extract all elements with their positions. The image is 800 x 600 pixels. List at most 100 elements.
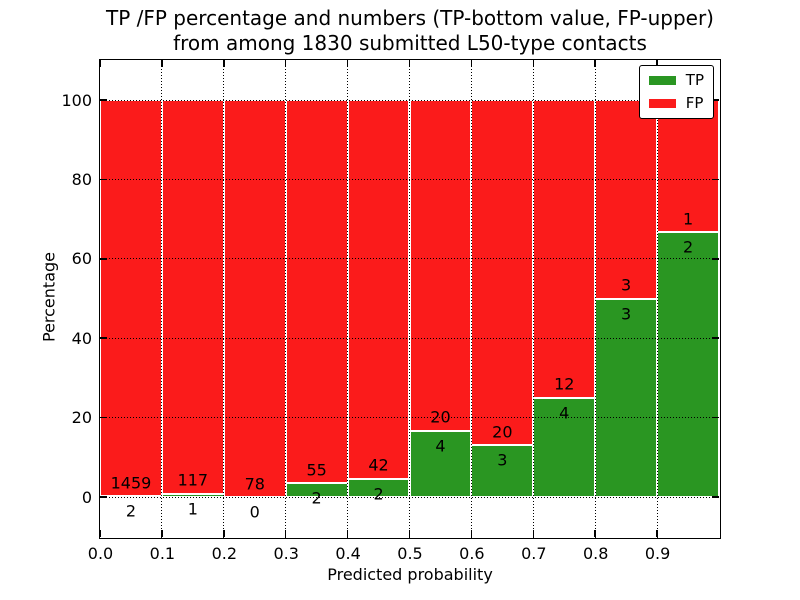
gridline-x bbox=[656, 60, 658, 538]
x-tick-label: 0.9 bbox=[644, 544, 671, 563]
tp-count-label: 4 bbox=[559, 403, 570, 423]
gridline-x bbox=[161, 60, 163, 538]
tick-mark-x-bottom bbox=[408, 530, 411, 537]
x-tick-label: 0.6 bbox=[459, 544, 485, 563]
chart-title-line-2: from among 1830 submitted L50-type conta… bbox=[173, 31, 647, 55]
legend-label-fp: FP bbox=[685, 94, 704, 112]
gridline-x bbox=[470, 60, 472, 538]
tp-count-label: 2 bbox=[682, 237, 694, 257]
tick-mark-y-left bbox=[100, 258, 107, 260]
chart-title-line-1: TP /FP percentage and numbers (TP-bottom… bbox=[106, 6, 714, 30]
bar-segment-fp bbox=[657, 100, 719, 233]
legend-swatch-fp bbox=[648, 99, 676, 108]
x-tick-label: 0.2 bbox=[211, 544, 238, 563]
y-tick-label: 40 bbox=[71, 328, 92, 348]
tick-mark-y-right bbox=[712, 337, 719, 339]
gridline-x bbox=[285, 60, 287, 538]
x-tick-label: 0.5 bbox=[397, 544, 423, 563]
fp-count-label: 20 bbox=[492, 422, 513, 442]
tick-mark-x-bottom bbox=[656, 530, 658, 537]
tick-mark-y-right bbox=[712, 416, 719, 419]
fp-count-label: 55 bbox=[306, 460, 327, 480]
y-tick-label: 60 bbox=[71, 249, 92, 269]
fp-count-label: 1 bbox=[682, 209, 694, 229]
tp-count-label: 3 bbox=[497, 450, 508, 470]
bar-segment-fp bbox=[161, 100, 224, 494]
plot-area: TP FP 1459 2 117 1 78 0 55 2 42 2 20 4 20 3 12 4 3 3 1 2 bbox=[99, 59, 721, 539]
tick-mark-x-bottom bbox=[532, 530, 535, 537]
tick-mark-x-top bbox=[284, 60, 287, 67]
fp-count-label: 1459 bbox=[110, 473, 152, 493]
y-tick-label: 0 bbox=[81, 487, 92, 507]
tick-mark-y-right bbox=[712, 496, 719, 498]
tick-mark-x-top bbox=[161, 60, 163, 67]
bar-segment-fp bbox=[223, 100, 286, 497]
tick-mark-y-left bbox=[100, 99, 107, 101]
gridline-x bbox=[347, 60, 349, 538]
tick-mark-x-bottom bbox=[470, 530, 473, 537]
bar-segment-fp bbox=[595, 100, 658, 299]
tick-mark-y-right bbox=[712, 178, 719, 181]
tick-mark-y-right bbox=[712, 258, 719, 260]
fp-count-label: 42 bbox=[368, 455, 389, 475]
tick-mark-x-bottom bbox=[284, 530, 287, 537]
x-tick-label: 0.4 bbox=[335, 544, 361, 563]
gridline-y bbox=[100, 417, 720, 419]
tp-count-label: 2 bbox=[311, 488, 322, 508]
bar-segment-fp bbox=[285, 100, 348, 484]
x-tick-label: 0.3 bbox=[273, 544, 299, 563]
bar-segment-fp bbox=[533, 100, 596, 398]
bar-segment-tp bbox=[595, 298, 658, 497]
tick-mark-x-top bbox=[532, 60, 535, 67]
legend-item-tp: TP bbox=[648, 73, 704, 88]
x-tick-label: 0.7 bbox=[521, 544, 547, 563]
tick-mark-x-top bbox=[470, 60, 473, 67]
legend-swatch-tp bbox=[648, 76, 676, 85]
fp-count-label: 117 bbox=[177, 470, 209, 490]
gridline-y bbox=[100, 337, 720, 339]
gridline-x bbox=[223, 60, 225, 538]
x-tick-label: 0.0 bbox=[87, 544, 114, 563]
tp-count-label: 2 bbox=[125, 501, 137, 521]
bar-segment-fp bbox=[347, 100, 410, 479]
gridline-x bbox=[409, 60, 410, 538]
gridline-x bbox=[594, 60, 596, 538]
bar-segment-tp bbox=[657, 232, 719, 497]
bar-segment-fp bbox=[471, 100, 534, 446]
tick-mark-y-right bbox=[712, 99, 719, 101]
bar-segment-fp bbox=[409, 100, 472, 431]
tp-count-label: 4 bbox=[435, 436, 446, 456]
fp-count-label: 78 bbox=[244, 474, 265, 493]
legend: TP FP bbox=[638, 65, 714, 119]
tick-mark-x-top bbox=[100, 60, 101, 67]
tick-mark-x-bottom bbox=[346, 530, 349, 537]
tick-mark-x-bottom bbox=[161, 530, 163, 537]
tick-mark-x-bottom bbox=[594, 530, 596, 537]
tick-mark-x-top bbox=[346, 60, 349, 67]
y-tick-label: 80 bbox=[71, 169, 92, 189]
tick-mark-x-top bbox=[656, 60, 658, 67]
tp-count-label: 1 bbox=[187, 499, 198, 519]
tp-count-label: 3 bbox=[621, 304, 632, 323]
x-axis-label: Predicted probability bbox=[327, 565, 493, 584]
tick-mark-x-top bbox=[223, 60, 225, 67]
fp-count-label: 12 bbox=[554, 374, 575, 394]
tick-mark-y-left bbox=[100, 496, 107, 498]
tp-count-label: 0 bbox=[249, 502, 260, 522]
gridline-y bbox=[100, 258, 720, 260]
chart-title: TP /FP percentage and numbers (TP-bottom… bbox=[100, 6, 720, 56]
tick-mark-y-left bbox=[100, 178, 107, 181]
tick-mark-y-left bbox=[100, 416, 107, 419]
tick-mark-x-bottom bbox=[223, 530, 225, 537]
tp-count-label: 2 bbox=[373, 484, 384, 504]
gridline-y bbox=[100, 178, 720, 180]
fp-count-label: 3 bbox=[621, 275, 632, 295]
bar-segment-fp bbox=[100, 100, 162, 497]
bar-segment-tp bbox=[471, 445, 534, 497]
tick-mark-x-top bbox=[408, 60, 411, 67]
gridline-y bbox=[100, 496, 720, 498]
tick-mark-y-left bbox=[100, 337, 107, 339]
tick-mark-x-bottom bbox=[100, 530, 101, 537]
y-tick-label: 100 bbox=[61, 90, 92, 110]
